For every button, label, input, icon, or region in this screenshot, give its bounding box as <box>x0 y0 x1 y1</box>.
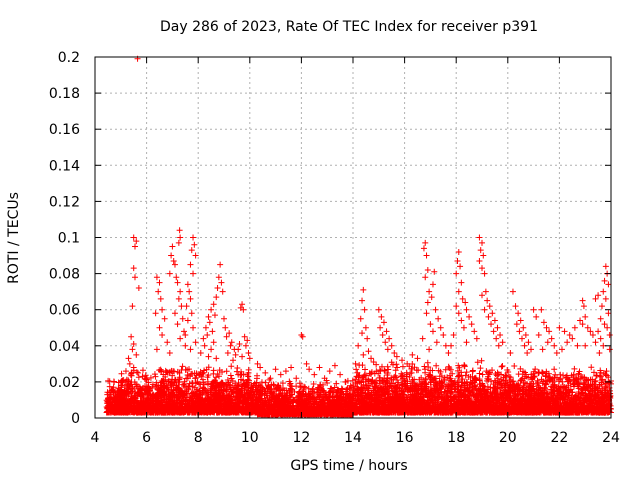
noise-point <box>137 406 144 413</box>
noise-point <box>105 399 112 406</box>
noise-point <box>151 371 158 378</box>
noise-point <box>140 394 147 401</box>
noise-point <box>133 369 140 376</box>
noise-point <box>107 395 114 402</box>
noise-point <box>133 390 140 397</box>
noise-point <box>115 385 122 392</box>
noise-point <box>128 370 135 377</box>
noise-point <box>118 370 125 377</box>
noise-point <box>123 390 130 397</box>
noise-point <box>108 408 115 415</box>
noise-point <box>134 369 141 376</box>
noise-point <box>136 403 143 410</box>
noise-point <box>149 409 156 416</box>
noise-point <box>106 389 113 396</box>
noise-point <box>129 398 136 405</box>
noise-point <box>180 381 187 388</box>
noise-point <box>152 373 159 380</box>
noise-point <box>127 371 134 378</box>
noise-point <box>135 374 142 381</box>
noise-point <box>130 394 137 401</box>
noise-point <box>154 395 161 402</box>
noise-point <box>119 389 126 396</box>
noise-point <box>152 383 159 390</box>
noise-point <box>131 379 138 386</box>
noise-point <box>122 405 129 412</box>
noise-point <box>103 397 110 404</box>
noise-point <box>141 375 148 382</box>
data-points <box>103 55 614 418</box>
noise-point <box>139 367 146 374</box>
noise-point <box>106 378 113 385</box>
noise-point <box>150 403 157 410</box>
noise-point <box>147 374 154 381</box>
noise-point <box>111 379 118 386</box>
noise-point <box>128 389 135 396</box>
noise-point <box>106 383 113 390</box>
noise-point <box>140 384 147 391</box>
chart-title: Day 286 of 2023, Rate Of TEC Index for r… <box>160 19 538 35</box>
noise-point <box>137 397 144 404</box>
noise-point <box>150 394 157 401</box>
noise-point <box>144 396 151 403</box>
noise-point <box>114 402 121 409</box>
noise-point <box>118 399 125 406</box>
noise-point <box>123 384 130 391</box>
noise-point <box>144 388 151 395</box>
noise-point <box>114 387 121 394</box>
noise-point <box>112 396 119 403</box>
noise-point <box>128 407 135 414</box>
noise-point <box>119 398 126 405</box>
noise-point <box>123 409 130 416</box>
noise-point <box>146 402 153 409</box>
noise-point <box>132 408 139 415</box>
noise-point <box>128 393 135 400</box>
noise-point <box>153 391 160 398</box>
noise-point <box>128 403 135 410</box>
noise-point <box>133 383 140 390</box>
noise-point <box>143 383 150 390</box>
noise-point <box>117 378 124 385</box>
